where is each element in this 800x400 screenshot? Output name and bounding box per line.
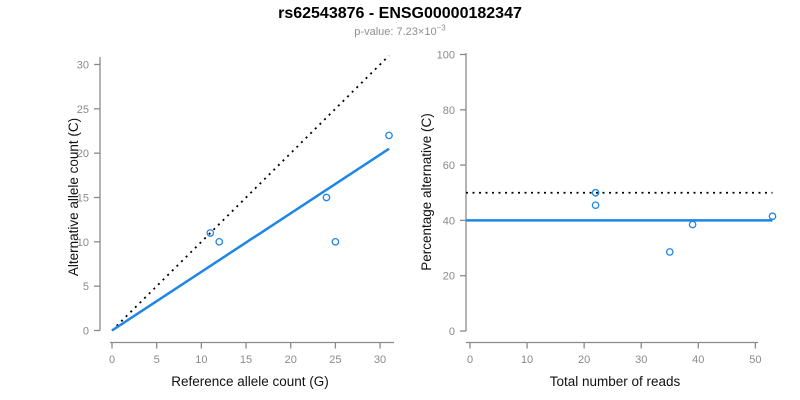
pvalue-exponent: −3: [436, 23, 446, 33]
x-tick-label: 25: [329, 354, 341, 366]
x-tick-label: 30: [374, 354, 386, 366]
x-tick-label: 40: [692, 354, 704, 366]
x-axis-title: Reference allele count (G): [171, 374, 329, 389]
x-tick-label: 5: [154, 354, 160, 366]
x-tick-label: 15: [240, 354, 252, 366]
figure-subtitle: p-value: 7.23×10−3: [0, 23, 800, 38]
x-tick-label: 10: [195, 354, 207, 366]
y-tick-label: 20: [443, 271, 455, 283]
y-tick-label: 20: [77, 148, 89, 160]
pvalue-text: p-value: 7.23×10: [354, 26, 437, 38]
y-tick-label: 0: [83, 326, 89, 338]
figure-title: rs62543876 - ENSG00000182347: [278, 5, 522, 22]
y-tick-label: 60: [443, 160, 455, 172]
data-point: [385, 131, 393, 140]
y-axis-title: Percentage alternative (C): [419, 113, 434, 271]
y-tick-label: 40: [443, 215, 455, 227]
y-tick-label: 5: [83, 281, 89, 293]
y-axis-title: Alternative allele count (C): [66, 118, 81, 276]
x-tick-label: 20: [285, 354, 297, 366]
x-tick-label: 20: [578, 354, 590, 366]
data-point: [591, 201, 600, 210]
x-axis-title: Total number of reads: [550, 374, 681, 389]
x-tick-label: 10: [521, 354, 533, 366]
y-tick-label: 100: [437, 50, 455, 62]
data-point: [768, 212, 777, 221]
identity-line: [111, 54, 390, 332]
x-tick-label: 0: [109, 354, 115, 366]
y-tick-label: 15: [77, 193, 89, 205]
y-tick-label: 10: [77, 237, 89, 249]
y-tick-label: 25: [77, 104, 89, 116]
x-tick-label: 50: [749, 354, 761, 366]
fit-line: [111, 147, 390, 332]
data-point: [331, 237, 340, 246]
y-tick-label: 0: [449, 326, 455, 338]
data-point: [322, 193, 331, 202]
data-point: [215, 237, 224, 246]
x-tick-label: 0: [467, 354, 473, 366]
data-point: [591, 188, 600, 197]
y-tick-label: 80: [443, 105, 455, 117]
x-tick-label: 30: [635, 354, 647, 366]
data-point: [688, 220, 697, 229]
data-point: [665, 248, 674, 256]
data-point: [206, 229, 215, 237]
y-tick-label: 30: [77, 60, 89, 72]
